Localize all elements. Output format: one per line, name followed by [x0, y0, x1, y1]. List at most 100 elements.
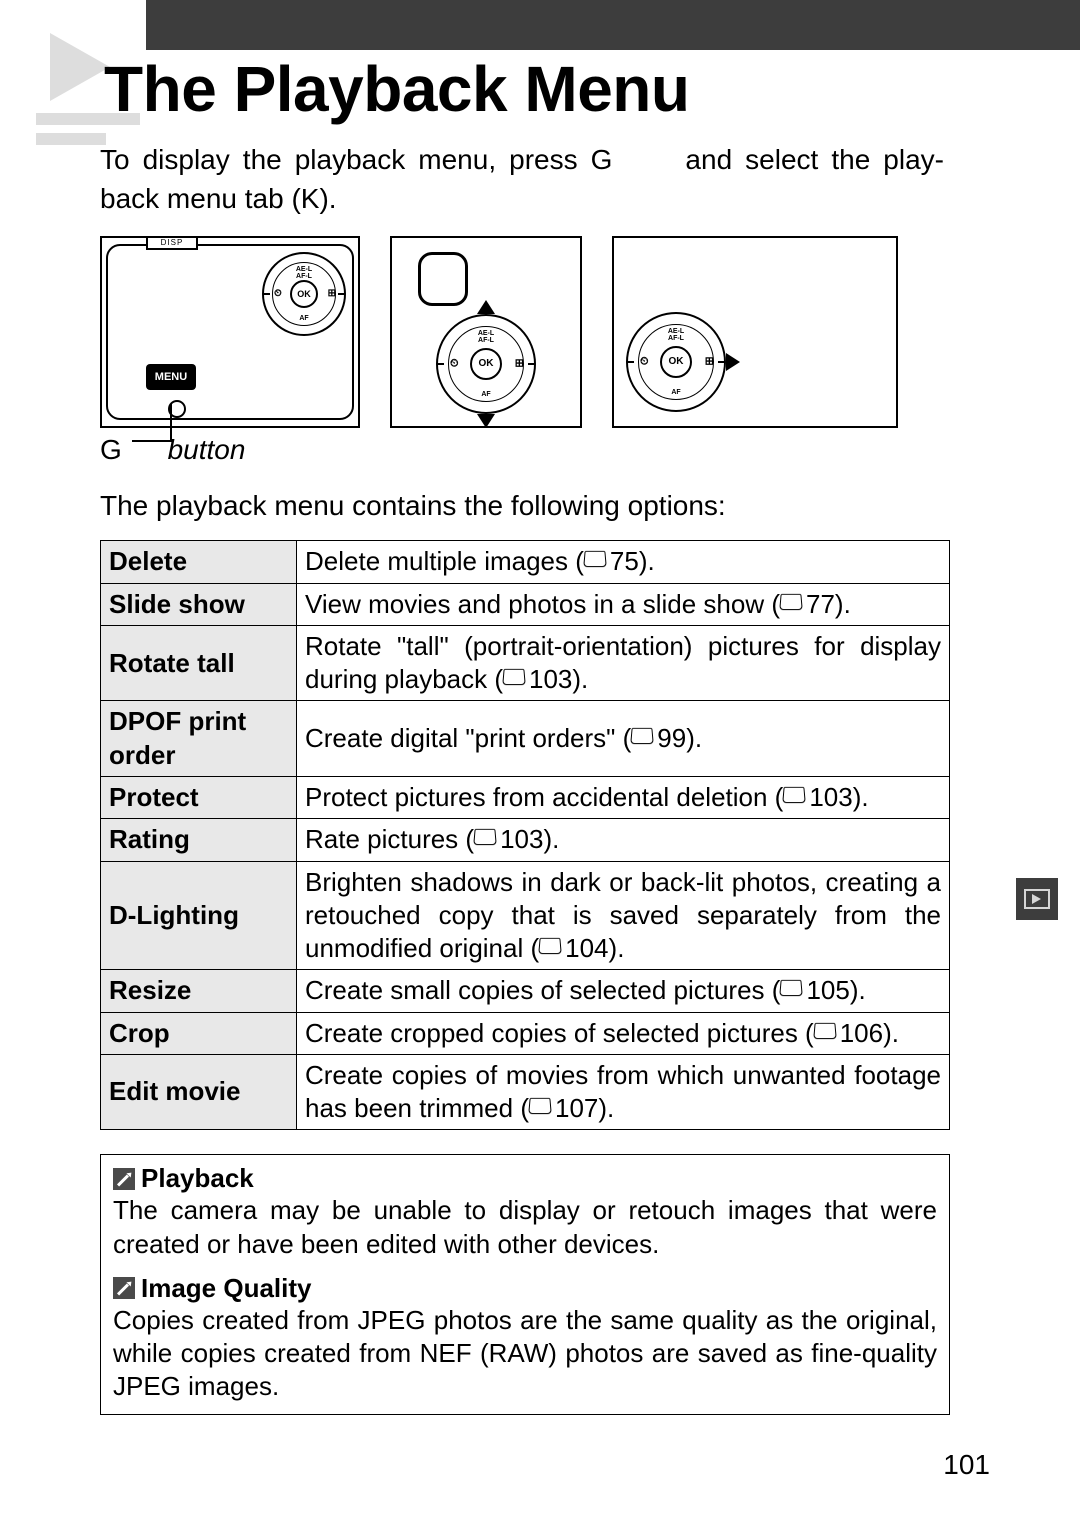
af-label: AF — [671, 389, 680, 396]
table-row: DPOF print order Create digital "print or… — [101, 701, 950, 777]
page-ref-number: 104 — [565, 933, 608, 963]
option-name: DPOF print order — [101, 701, 297, 777]
ok-label: OK — [290, 280, 318, 308]
diagram-row: DISP OK AE-L AF-L AF ⏲ ⊞ MENU — [100, 236, 950, 428]
page-ref-icon: 105 — [780, 974, 849, 1007]
option-desc-text: Create cropped copies of selected pictur… — [305, 1018, 814, 1048]
table-row: Protect Protect pictures from accidental … — [101, 776, 950, 818]
option-desc-text: ). — [853, 782, 869, 812]
intro-paragraph: To display the playback menu, press G an… — [100, 140, 944, 218]
g-button-caption: G button — [100, 434, 950, 466]
page-ref-icon: 99 — [631, 722, 686, 755]
option-desc-text: Create digital "print orders" ( — [305, 723, 631, 753]
page-ref-number: 75 — [610, 546, 639, 576]
diagram-selector-updown: OK AE-L AF-L AF ⏲ ⊞ — [390, 236, 582, 428]
page-ref-number: 105 — [806, 975, 849, 1005]
side-tab-playback-icon — [1016, 878, 1058, 920]
option-desc: Create small copies of selected pictures… — [297, 970, 950, 1012]
option-name: Delete — [101, 541, 297, 583]
multi-selector-large-2: OK AE-L AF-L AF ⏲ ⊞ — [626, 312, 726, 412]
timer-icon: ⏲ — [450, 359, 459, 370]
table-row: D-LightingBrighten shadows in dark or ba… — [101, 861, 950, 970]
note-playback-title: Playback — [141, 1163, 254, 1194]
option-desc-text: ). — [639, 546, 655, 576]
table-row: Resize Create small copies of selected pi… — [101, 970, 950, 1012]
g-glyph: G — [100, 434, 122, 465]
disp-label: DISP — [146, 236, 198, 250]
option-name: Edit movie — [101, 1054, 297, 1130]
option-desc-text: Create copies of movies from which unwan… — [305, 1060, 941, 1123]
option-name: Slide show — [101, 583, 297, 625]
option-desc-text: ). — [543, 824, 559, 854]
arrow-down-icon — [477, 414, 495, 428]
page-ref-number: 103 — [529, 664, 572, 694]
page-ref-icon: 75 — [584, 545, 639, 578]
option-desc-text: ). — [609, 933, 625, 963]
option-desc-text: Rotate "tall" (portrait-orientation) pic… — [305, 631, 941, 694]
note-iq-head: Image Quality — [113, 1273, 937, 1304]
ae-af-label: AE-L AF-L — [478, 330, 494, 344]
note-iq-title: Image Quality — [141, 1273, 312, 1304]
page-ref-icon: 77 — [780, 588, 835, 621]
page-ref-icon: 103 — [474, 823, 543, 856]
ok-label: OK — [660, 346, 692, 378]
timer-icon: ⏲ — [274, 289, 282, 299]
option-desc-text: ). — [850, 975, 866, 1005]
multi-selector-small: OK AE-L AF-L AF ⏲ ⊞ — [262, 252, 346, 336]
page-number: 101 — [943, 1449, 990, 1481]
option-desc: Rate pictures ( 103). — [297, 819, 950, 861]
menu-button-graphic: MENU — [146, 364, 196, 390]
option-desc: Create copies of movies from which unwan… — [297, 1054, 950, 1130]
timer-icon: ⏲ — [640, 357, 649, 368]
page-ref-icon: 103 — [503, 663, 572, 696]
option-name: D-Lighting — [101, 861, 297, 970]
notes-box: Playback The camera may be unable to dis… — [100, 1154, 950, 1414]
page-ref-number: 107 — [555, 1093, 598, 1123]
option-desc-text: ). — [835, 589, 851, 619]
options-table: DeleteDelete multiple images (75).Slide … — [100, 540, 950, 1130]
table-row: Slide showView movies and photos in a sl… — [101, 583, 950, 625]
ae-af-label: AE-L AF-L — [668, 328, 684, 342]
table-row: Rating Rate pictures ( 103). — [101, 819, 950, 861]
pencil-icon — [113, 1277, 135, 1299]
table-row: Rotate tallRotate "tall" (portrait-orien… — [101, 625, 950, 701]
option-desc-text: ). — [572, 664, 588, 694]
ae-af-label: AE-L AF-L — [296, 266, 312, 280]
table-row: Delete Delete multiple images ( 75). — [101, 541, 950, 583]
screen-outline — [418, 252, 468, 306]
diagram-camera-back: DISP OK AE-L AF-L AF ⏲ ⊞ MENU — [100, 236, 360, 428]
page-ref-icon: 103 — [783, 781, 852, 814]
page-ref-icon: 104 — [539, 932, 608, 965]
exposure-icon: ⊞ — [515, 359, 524, 370]
page-ref-number: 103 — [500, 824, 543, 854]
option-name: Protect — [101, 776, 297, 818]
options-intro: The playback menu contains the following… — [100, 490, 950, 522]
option-name: Rotate tall — [101, 625, 297, 701]
exposure-icon: ⊞ — [705, 357, 714, 368]
option-desc-text: View movies and photos in a slide show ( — [305, 589, 780, 619]
option-name: Crop — [101, 1012, 297, 1054]
arrow-up-icon — [477, 300, 495, 314]
intro-text: To display the playback menu, press — [100, 144, 591, 175]
option-desc-text: ). — [598, 1093, 614, 1123]
option-desc: View movies and photos in a slide show (… — [297, 583, 950, 625]
option-desc-text: Create small copies of selected pictures… — [305, 975, 780, 1005]
af-label: AF — [299, 315, 308, 322]
option-name: Resize — [101, 970, 297, 1012]
option-desc-text: Rate pictures ( — [305, 824, 474, 854]
option-desc-text: Protect pictures from accidental deletio… — [305, 782, 783, 812]
option-desc: Delete multiple images ( 75). — [297, 541, 950, 583]
option-desc-text: Delete multiple images ( — [305, 546, 584, 576]
page-ref-number: 106 — [840, 1018, 883, 1048]
option-desc: Create cropped copies of selected pictur… — [297, 1012, 950, 1054]
option-desc-text: ). — [686, 723, 702, 753]
page-ref-number: 99 — [657, 723, 686, 753]
top-bar — [146, 0, 1080, 50]
intro-text-3: ). — [319, 183, 336, 214]
page-ref-number: 103 — [809, 782, 852, 812]
note-playback-body: The camera may be unable to display or r… — [113, 1194, 937, 1261]
option-name: Rating — [101, 819, 297, 861]
note-playback-head: Playback — [113, 1163, 937, 1194]
note-iq-body: Copies created from JPEG photos are the … — [113, 1304, 937, 1404]
page-ref-number: 77 — [806, 589, 835, 619]
